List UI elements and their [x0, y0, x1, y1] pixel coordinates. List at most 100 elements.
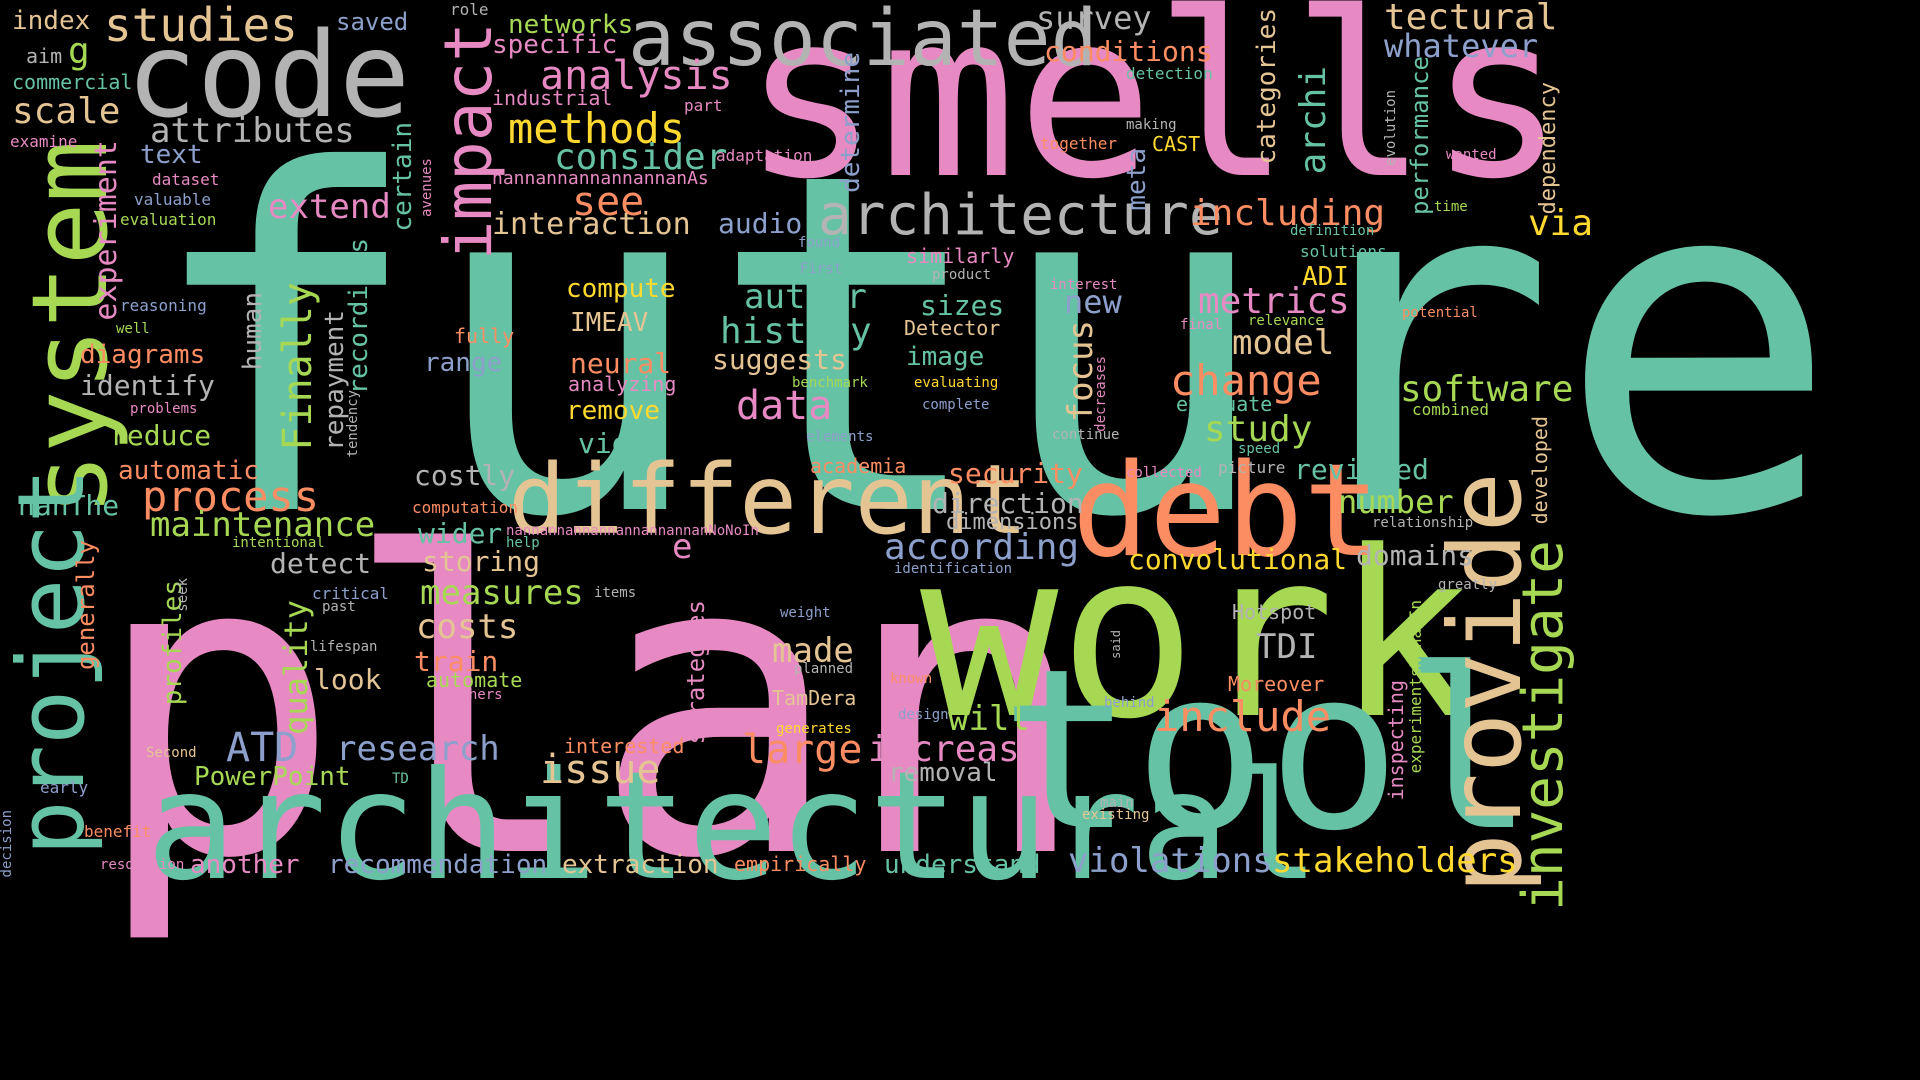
- word-interest: interest: [1050, 277, 1118, 293]
- word-costs: costs: [416, 607, 519, 647]
- word-solutions: solutions: [1300, 242, 1387, 261]
- word-violations: violations: [1068, 841, 1273, 881]
- word-networks: networks: [508, 10, 634, 40]
- word-look: look: [314, 663, 382, 696]
- word-specific: specific: [492, 30, 618, 60]
- word-automatic: automatic: [118, 456, 259, 486]
- word-Moreover: Moreover: [1228, 672, 1325, 696]
- word-decision: decision: [0, 810, 15, 878]
- word-process: process: [142, 472, 320, 521]
- word-continue: continue: [1052, 427, 1120, 443]
- word-convolutional: convolutional: [1128, 543, 1348, 576]
- word-video: video: [578, 427, 663, 460]
- word-help: help: [506, 535, 540, 551]
- word-measures: measures: [420, 573, 584, 613]
- word-computation: computation: [412, 498, 518, 517]
- word-others: others: [452, 687, 503, 703]
- word-intentional: intentional: [232, 535, 325, 551]
- word-Hotspot: Hotspot: [1232, 600, 1317, 624]
- word-collected: collected: [1126, 465, 1202, 481]
- word-Detector: Detector: [904, 316, 1001, 340]
- word-issue: issue: [540, 747, 661, 793]
- word-Finally: Finally: [275, 282, 321, 451]
- word-code: code: [126, 6, 411, 144]
- word-scale: scale: [12, 91, 121, 132]
- word-survey: survey: [1036, 0, 1152, 37]
- word-understand: understand: [884, 850, 1041, 880]
- word-metrics: metrics: [1198, 281, 1350, 322]
- word-definition: definition: [1290, 223, 1375, 239]
- word-generally: generally: [72, 540, 100, 671]
- word-attributes: attributes: [150, 111, 355, 151]
- word-design: design: [898, 707, 949, 723]
- word-ATD: ATD: [226, 725, 299, 771]
- word-role: role: [450, 0, 489, 19]
- word-determine: determine: [836, 52, 866, 193]
- word-benefit: benefit: [84, 822, 152, 841]
- word-security: security: [948, 457, 1083, 490]
- word-items: items: [594, 585, 637, 601]
- word-well: well: [116, 321, 150, 337]
- word-strategies: strategies: [682, 600, 710, 745]
- word-behind: behind: [1104, 695, 1155, 711]
- word-detection: detection: [1126, 64, 1213, 83]
- word-said: said: [1109, 630, 1123, 659]
- word-detect: detect: [270, 547, 372, 580]
- word-TDI: TDI: [1256, 627, 1318, 667]
- word-part: part: [684, 96, 723, 115]
- word-stakeholders: stakeholders: [1272, 841, 1518, 881]
- word-reduce: reduce: [110, 419, 212, 452]
- word-seek: seek: [175, 578, 191, 612]
- word-tendency: tendency: [345, 390, 361, 458]
- word-evolution: evolution: [1383, 90, 1399, 166]
- word-First: First: [800, 261, 843, 277]
- word-large: large: [742, 727, 863, 773]
- word-compute: compute: [566, 274, 676, 304]
- word-potential: potential: [1402, 305, 1478, 321]
- word-TamDera: TamDera: [772, 686, 857, 710]
- word-combined: combined: [1412, 400, 1490, 419]
- word-e: e: [672, 527, 693, 567]
- word-planned: planned: [794, 661, 854, 677]
- word-will: will: [948, 699, 1030, 739]
- word-evaluating: evaluating: [914, 375, 999, 391]
- word-picture: picture: [1218, 458, 1286, 477]
- word-elements: elements: [806, 429, 874, 445]
- word-found: found: [798, 235, 841, 251]
- word-archi: archi: [1293, 66, 1334, 175]
- word-recommendation: recommendation: [328, 850, 548, 880]
- word-data: data: [736, 383, 833, 429]
- word-whatever: whatever: [1384, 27, 1539, 65]
- word-according: according: [884, 527, 1080, 568]
- word-evaluation: evaluation: [120, 210, 217, 229]
- word-suggests: suggests: [712, 343, 847, 376]
- word-extraction: extraction: [562, 850, 719, 880]
- word-interested: interested: [564, 734, 685, 758]
- word-valuable: valuable: [134, 190, 212, 209]
- word-study: study: [1204, 409, 1313, 450]
- word-performance: performance: [1406, 56, 1434, 215]
- word-investigate: investigate: [1511, 540, 1576, 911]
- word-different: different: [508, 444, 1029, 556]
- word-analysis: analysis: [540, 53, 733, 99]
- word-studies: studies: [104, 0, 298, 52]
- word-final: final: [1180, 317, 1223, 333]
- word-together: together: [1040, 134, 1118, 153]
- word-critical: critical: [312, 584, 390, 603]
- word-analyzing: analyzing: [568, 372, 677, 396]
- word-decreases: decreases: [1093, 356, 1109, 432]
- word-speed: speed: [1238, 441, 1281, 457]
- word-avenues: avenues: [419, 158, 435, 218]
- word-relevance: relevance: [1248, 313, 1324, 329]
- word-nanThe: nanThe: [18, 489, 120, 522]
- word-academia: academia: [810, 454, 907, 478]
- word-range: range: [424, 348, 503, 378]
- word-debt: debt: [1072, 437, 1381, 586]
- word-industrial: industrial: [492, 86, 613, 110]
- word-including: including: [1190, 193, 1386, 234]
- word-tool: tool: [1000, 622, 1535, 880]
- word-dependency: dependency: [1536, 82, 1561, 215]
- word-tectural: tectural: [1384, 0, 1558, 38]
- word-resolution: resolution: [100, 857, 185, 873]
